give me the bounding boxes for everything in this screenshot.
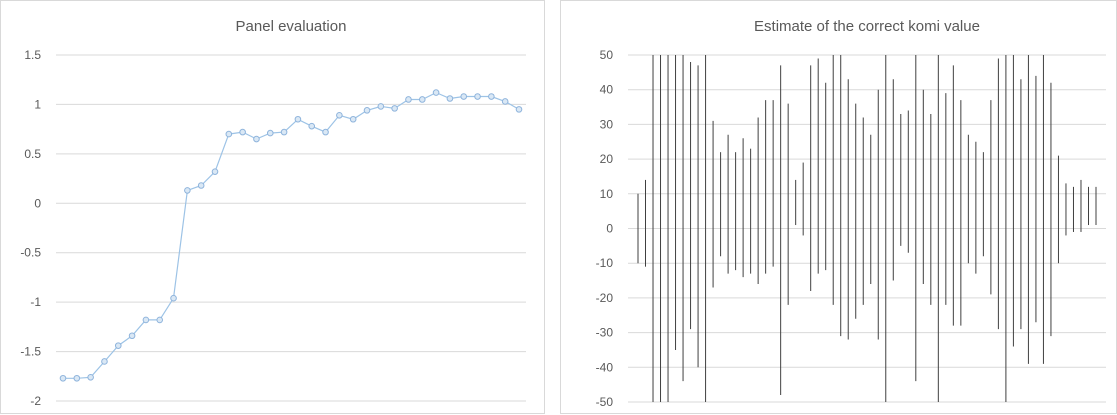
data-point [294,115,302,123]
data-point [405,96,412,103]
data-point [446,95,454,102]
data-point [142,316,150,324]
komi-estimate-svg: Estimate of the correct komi value 50 40 30… [596,18,1106,409]
data-point [377,103,385,110]
data-point [170,294,177,302]
data-point [349,115,357,123]
y-tick-label: -50 [596,395,614,409]
y-tick-label: 50 [600,48,614,62]
data-point [59,374,67,382]
panel-evaluation-svg: Panel evaluation 1.5 1 0.5 0 -0.5 -1 -1.5 -2 [20,18,526,408]
y-tick-label: -10 [596,256,614,270]
y-tick-label: -40 [596,360,614,374]
komi-estimate-chart: Estimate of the correct komi value 50 40 30… [560,0,1117,414]
y-tick-label: 20 [600,152,614,166]
y-tick-label: -2 [30,394,41,408]
data-point [156,316,164,324]
y-tick-label: 1 [34,97,41,111]
data-point [391,105,398,112]
y-tick-label: 1.5 [24,48,41,62]
data-point [308,122,316,130]
y-tick-label: 0 [606,222,613,236]
y-tick-label: -0.5 [20,246,41,260]
y-tick-label: 30 [600,117,614,131]
data-point [336,112,343,119]
data-point [322,128,329,136]
data-point [101,358,108,365]
data-point [280,128,288,136]
data-point [432,89,440,96]
data-point [460,93,468,100]
panel-evaluation-chart: Panel evaluation 1.5 1 0.5 0 -0.5 -1 -1.5 -2 [0,0,545,414]
y-tick-label: 40 [600,83,614,97]
data-point [73,374,81,382]
y-tick-label: 0 [34,196,41,210]
data-point [197,182,205,189]
data-point [515,106,523,113]
chart-title: Panel evaluation [236,18,347,35]
data-point [114,342,122,349]
data-point [225,130,233,138]
data-point [488,93,495,100]
y-tick-label: -20 [596,291,614,305]
chart-title: Estimate of the correct komi value [754,18,980,35]
data-point [184,187,191,194]
y-tick-label: -1.5 [20,345,41,359]
data-point [211,168,219,175]
y-tick-label: -1 [30,295,41,309]
data-point [253,135,260,143]
data-point [501,98,509,105]
y-tick-label: -30 [596,326,614,340]
y-tick-label: 10 [600,187,614,201]
data-point [266,129,274,137]
data-point [418,96,426,103]
data-point [87,373,94,381]
data-point [474,93,481,100]
data-point [239,128,246,136]
data-point [363,107,371,114]
series-line [63,91,520,379]
y-tick-label: 0.5 [24,147,41,161]
data-point [128,332,136,340]
